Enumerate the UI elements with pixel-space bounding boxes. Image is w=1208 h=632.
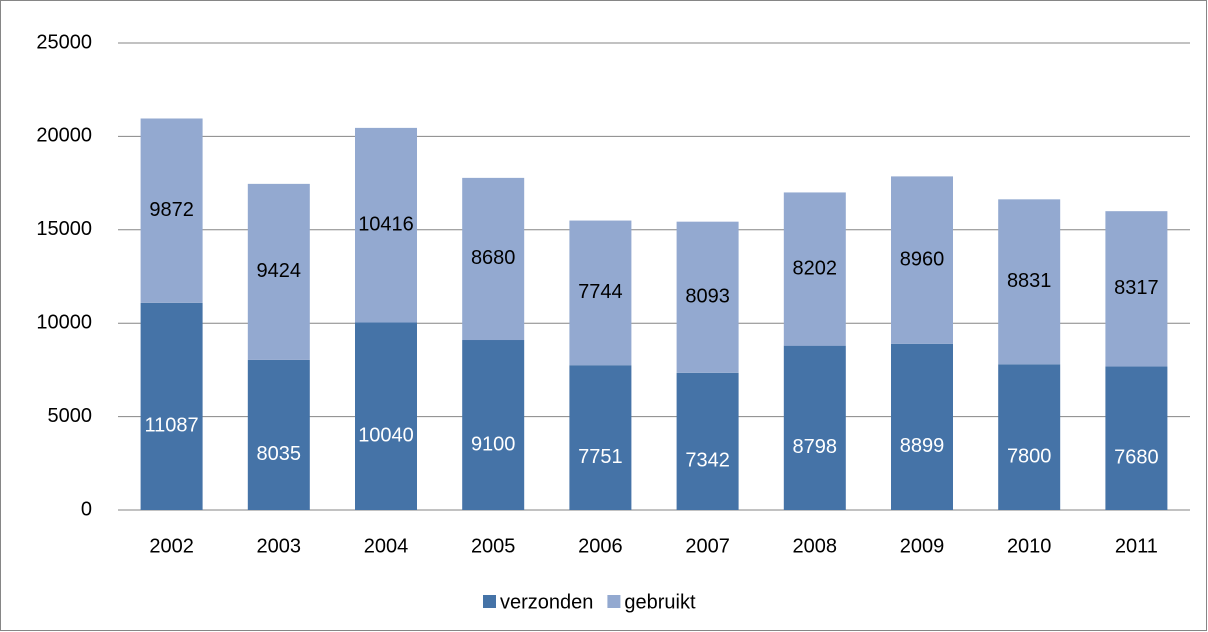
legend-label: gebruikt	[624, 591, 696, 613]
data-label: 9100	[471, 433, 516, 455]
x-tick-label: 2006	[578, 535, 623, 557]
bar-segment	[1105, 366, 1168, 510]
data-label: 8317	[1114, 277, 1159, 299]
bar-segment	[355, 322, 417, 510]
y-tick-label: 20000	[36, 125, 92, 147]
x-tick-label: 2003	[257, 535, 302, 557]
data-label: 7680	[1114, 447, 1159, 469]
data-label: 9424	[257, 260, 302, 282]
data-label: 7744	[578, 281, 623, 303]
bar-segment	[998, 364, 1061, 510]
data-label: 7800	[1007, 445, 1052, 467]
x-tick-label: 2002	[149, 535, 194, 557]
data-label: 7751	[578, 446, 623, 468]
data-label: 7342	[685, 450, 730, 472]
x-tick-label: 2010	[1007, 535, 1052, 557]
data-label: 8960	[900, 248, 945, 270]
data-label: 9872	[149, 199, 194, 221]
data-label: 8202	[793, 257, 838, 279]
x-tick-label: 2007	[685, 535, 730, 557]
y-tick-label: 5000	[48, 405, 93, 427]
data-label: 8831	[1007, 270, 1052, 292]
x-tick-label: 2008	[793, 535, 838, 557]
bar-segment	[891, 343, 953, 510]
bar-segment	[998, 199, 1061, 365]
x-tick-label: 2011	[1115, 535, 1158, 557]
y-tick-label: 10000	[36, 311, 92, 333]
y-tick-label: 25000	[36, 31, 92, 53]
x-tick-label: 2004	[364, 535, 409, 557]
data-label: 8680	[471, 247, 516, 269]
y-tick-label: 15000	[36, 218, 92, 240]
y-tick-label: 0	[81, 498, 92, 520]
bar-segment	[1105, 211, 1168, 367]
bar-segment	[783, 192, 846, 346]
bar-segment	[247, 359, 310, 510]
bar-segment	[676, 221, 739, 373]
data-label: 8093	[685, 286, 730, 308]
data-label: 8798	[793, 436, 838, 458]
bar-segment	[140, 118, 203, 303]
x-tick-label: 2005	[471, 535, 516, 557]
bar-segment	[569, 365, 632, 510]
legend-label: verzonden	[500, 591, 593, 613]
bar-segment	[462, 340, 525, 510]
bar-segment	[676, 372, 739, 510]
data-label: 8035	[257, 443, 302, 465]
x-tick-label: 2009	[900, 535, 945, 557]
legend-swatch	[607, 595, 621, 608]
bar-segment	[247, 183, 310, 360]
data-label: 10416	[358, 213, 414, 235]
bar-segment	[783, 345, 846, 510]
data-label: 8899	[900, 435, 945, 457]
bar-segment	[462, 177, 525, 341]
data-label: 11087	[145, 415, 199, 437]
data-label: 10040	[358, 425, 414, 447]
bar-segment	[140, 302, 203, 510]
bar-segment	[569, 220, 632, 366]
legend-swatch	[483, 595, 496, 608]
bar-segment	[891, 176, 953, 344]
bar-segment	[355, 127, 417, 323]
